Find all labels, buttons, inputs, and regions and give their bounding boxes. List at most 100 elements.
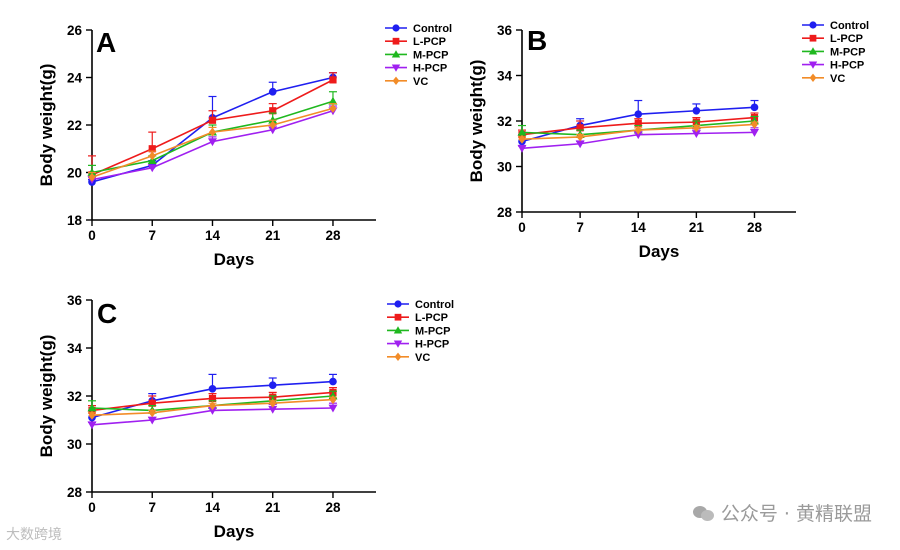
data-point xyxy=(208,384,217,393)
data-point xyxy=(692,123,700,133)
legend-marker xyxy=(808,61,818,69)
legend-label: H-PCP xyxy=(830,60,864,72)
legend-marker xyxy=(392,37,400,45)
legend-label: M-PCP xyxy=(415,325,450,337)
data-point xyxy=(750,103,759,112)
legend-label: H-PCP xyxy=(413,63,447,75)
y-tick-label: 28 xyxy=(67,485,83,500)
data-point xyxy=(148,408,156,418)
x-tick-label: 0 xyxy=(518,220,526,235)
legend-marker xyxy=(809,34,817,42)
y-tick-label: 34 xyxy=(67,341,83,356)
x-tick-label: 28 xyxy=(325,228,341,243)
panel-a: A 18 20 22 24 26 0 7 14 21 28 Days Body weight(g) Con… xyxy=(37,23,452,269)
legend-label: Control xyxy=(413,23,452,35)
y-tick-label: 36 xyxy=(67,293,83,308)
data-point xyxy=(634,119,642,127)
legend-label: L-PCP xyxy=(415,312,448,324)
y-tick-label: 24 xyxy=(67,71,83,86)
x-tick-label: 21 xyxy=(265,228,281,243)
x-tick-label: 0 xyxy=(88,228,96,243)
data-point xyxy=(749,129,759,137)
y-tick-label: 26 xyxy=(67,23,83,38)
legend-marker xyxy=(394,313,402,321)
legend-marker xyxy=(808,47,818,55)
x-tick-label: 7 xyxy=(576,220,584,235)
y-tick-label: 22 xyxy=(67,118,82,133)
data-point xyxy=(692,106,701,115)
legend-label: Control xyxy=(415,299,454,311)
x-tick-label: 14 xyxy=(631,220,647,235)
data-point xyxy=(147,416,157,425)
x-tick-label: 28 xyxy=(325,500,341,515)
data-point xyxy=(329,76,337,84)
legend-marker xyxy=(394,352,402,361)
watermark-wechat: 公众号 · 黄精联盟 xyxy=(692,499,872,526)
wechat-icon xyxy=(692,504,715,522)
data-point xyxy=(87,421,97,430)
x-tick-label: 21 xyxy=(689,220,705,235)
y-axis-label: Body weight(g) xyxy=(37,335,56,458)
data-point xyxy=(518,134,526,144)
y-axis-label: Body weight(g) xyxy=(467,60,486,183)
data-point xyxy=(328,404,338,413)
x-tick-label: 21 xyxy=(265,500,281,515)
panel-letter: B xyxy=(527,25,547,56)
y-tick-label: 20 xyxy=(67,166,82,181)
data-point xyxy=(576,132,584,142)
legend-marker xyxy=(809,21,817,29)
y-tick-label: 30 xyxy=(67,437,82,452)
x-tick-label: 28 xyxy=(747,220,763,235)
legend-marker xyxy=(392,76,400,85)
data-point xyxy=(148,151,156,161)
y-tick-label: 34 xyxy=(497,69,513,84)
legend-label: L-PCP xyxy=(413,36,446,48)
y-tick-label: 30 xyxy=(497,160,512,175)
x-tick-label: 0 xyxy=(88,500,96,515)
x-axis-label: Days xyxy=(214,250,255,269)
data-point xyxy=(269,107,277,115)
x-tick-label: 14 xyxy=(205,228,221,243)
legend-marker xyxy=(391,50,401,58)
data-point xyxy=(329,103,337,113)
legend-label: L-PCP xyxy=(830,33,863,45)
x-tick-label: 7 xyxy=(148,500,156,515)
data-point xyxy=(208,394,217,402)
legend-marker xyxy=(809,73,817,82)
data-point xyxy=(88,410,96,420)
data-point xyxy=(268,126,278,135)
data-point xyxy=(517,127,527,136)
legend-marker xyxy=(393,326,403,334)
data-point xyxy=(750,119,759,129)
panel-letter: C xyxy=(97,298,117,329)
watermark-left-text: 大数跨境 xyxy=(6,527,62,543)
panel-b: B 28 30 32 34 36 0 7 14 21 28 Days Body weight(g) Con… xyxy=(467,20,869,261)
data-point xyxy=(269,120,277,130)
watermark-right-text: 公众号 · 黄精联盟 xyxy=(720,503,872,525)
legend-label: VC xyxy=(415,352,430,364)
x-tick-label: 7 xyxy=(148,228,156,243)
data-point xyxy=(691,130,701,139)
panel-letter: A xyxy=(96,27,116,58)
data-point xyxy=(517,144,527,153)
series-vc xyxy=(88,395,337,420)
y-tick-label: 32 xyxy=(497,114,512,129)
series-h-pcp xyxy=(87,402,338,430)
data-point xyxy=(575,140,585,149)
data-point xyxy=(268,405,278,414)
data-point xyxy=(87,403,97,412)
data-point xyxy=(208,127,217,137)
data-point xyxy=(147,164,157,173)
data-point xyxy=(633,131,643,140)
data-point xyxy=(268,87,277,96)
data-point xyxy=(88,172,96,182)
series-vc xyxy=(518,119,759,144)
data-point xyxy=(329,395,337,405)
legend-label: H-PCP xyxy=(415,339,449,351)
legend-marker xyxy=(393,340,403,348)
y-tick-label: 18 xyxy=(67,213,83,228)
data-point xyxy=(328,96,338,105)
